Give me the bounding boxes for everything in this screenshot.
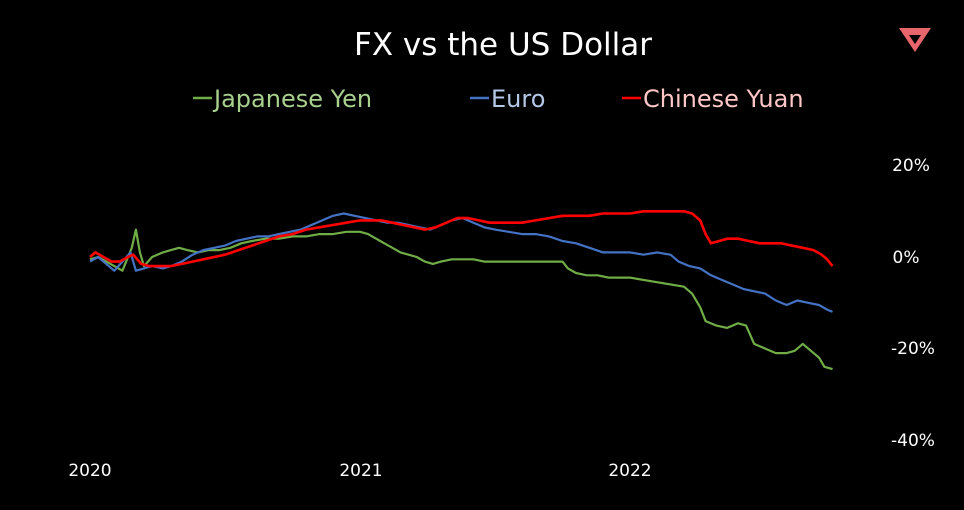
triangle-logo-icon[interactable] [899, 28, 931, 52]
x-tick-label: 2021 [339, 461, 382, 481]
y-tick-label: 20% [892, 156, 930, 176]
y-tick-label: 0% [893, 248, 920, 268]
legend-label-euro: Euro [491, 85, 545, 113]
y-axis: 20% 0% -20% -40% [891, 156, 935, 451]
legend-label-japanese-yen: Japanese Yen [212, 85, 372, 113]
legend-item-japanese-yen[interactable]: Japanese Yen [193, 85, 372, 113]
series-line-japanese-yen [89, 228, 833, 371]
x-tick-label: 2020 [68, 461, 111, 481]
y-tick-label: -20% [891, 339, 935, 359]
legend-label-chinese-yuan: Chinese Yuan [643, 85, 804, 113]
series-line-euro [89, 212, 833, 313]
x-tick-label: 2022 [608, 461, 651, 481]
x-axis: 2020 2021 2022 [68, 461, 651, 481]
legend: Japanese Yen Euro Chinese Yuan [193, 85, 804, 113]
chart-title: FX vs the US Dollar [354, 27, 652, 63]
y-tick-label: -40% [891, 431, 935, 451]
series-layer [89, 210, 834, 371]
legend-item-euro[interactable]: Euro [470, 85, 545, 113]
legend-item-chinese-yuan[interactable]: Chinese Yuan [622, 85, 804, 113]
series-line-chinese-yuan [89, 210, 834, 268]
